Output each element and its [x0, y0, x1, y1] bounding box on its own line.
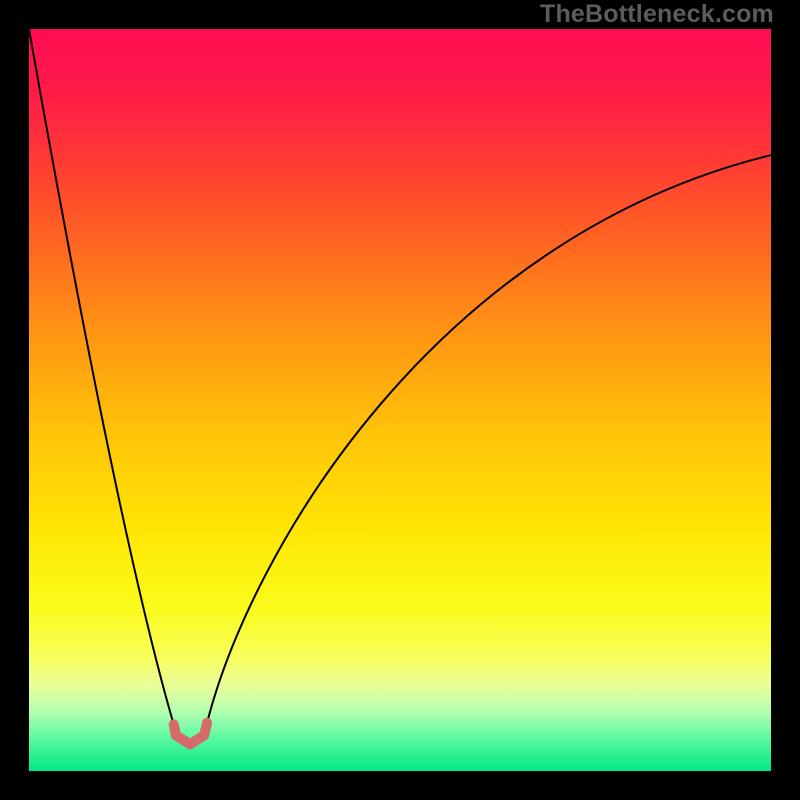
plot-area — [29, 29, 771, 771]
plot-svg — [29, 29, 771, 771]
gradient-background — [29, 29, 771, 771]
stage: TheBottleneck.com — [0, 0, 800, 800]
watermark-text: TheBottleneck.com — [540, 0, 774, 29]
